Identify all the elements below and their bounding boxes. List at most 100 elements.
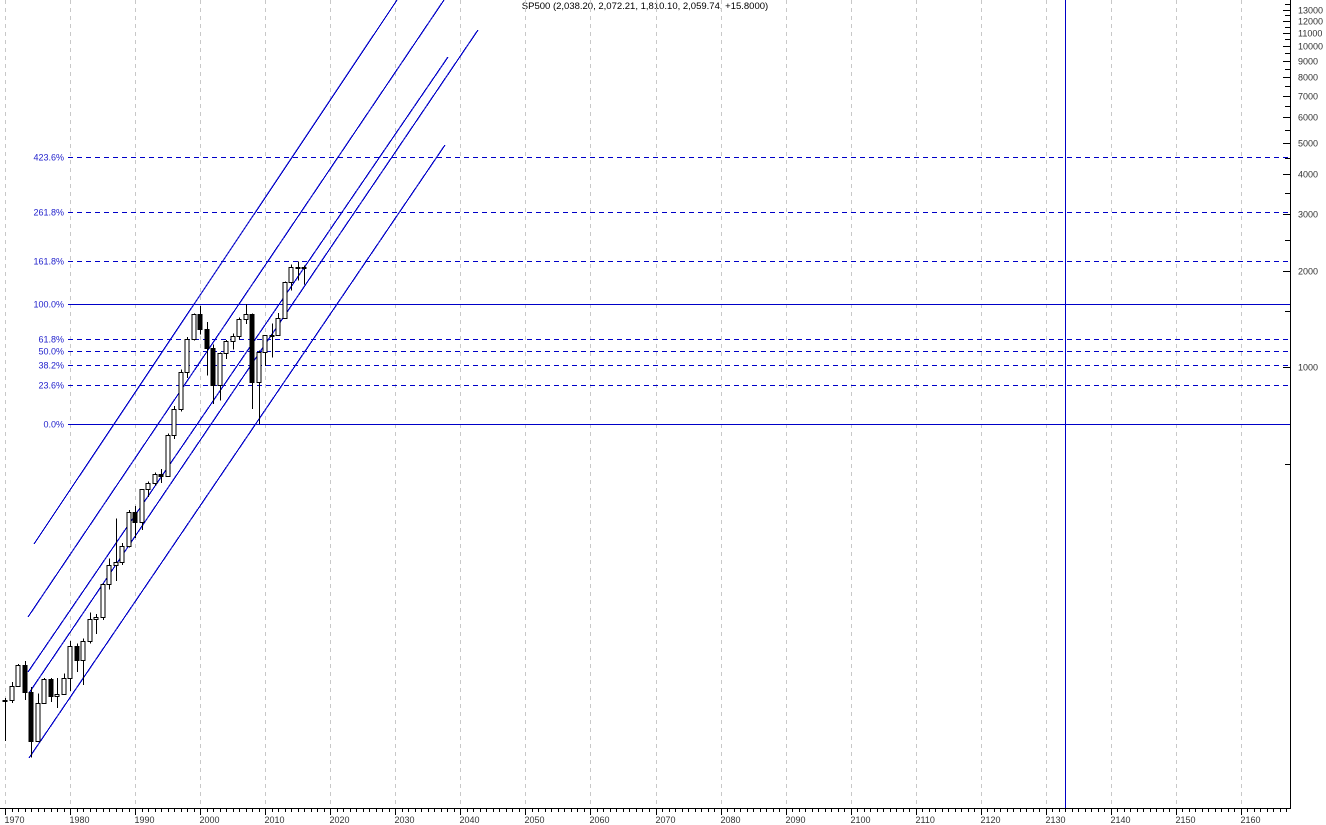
candle-body-2007 xyxy=(243,314,249,320)
candle-body-1979 xyxy=(61,678,67,695)
x-axis-label-1970: 1970 xyxy=(5,815,25,825)
candle-body-1989 xyxy=(126,512,132,547)
candle-body-2015 xyxy=(295,267,301,269)
candle-body-1993 xyxy=(152,474,158,484)
candle-body-1996 xyxy=(171,409,177,436)
y-axis-label-10000: 10000 xyxy=(1298,42,1323,52)
y-axis: 1000 2000 3000 4000 5000 6000 7000 8000 9000 1000… xyxy=(1283,0,1323,809)
candle-body-1994 xyxy=(158,474,164,477)
candle-body-1986 xyxy=(106,565,112,585)
candle-body-2005 xyxy=(230,336,236,342)
candle-body-2004 xyxy=(223,341,229,354)
x-axis-label-2150: 2150 xyxy=(1176,815,1196,825)
candle-body-1997 xyxy=(178,372,184,410)
x-axis-label-2140: 2140 xyxy=(1111,815,1131,825)
y-axis-label-12000: 12000 xyxy=(1298,17,1323,27)
candle-body-1984 xyxy=(93,617,99,620)
candle-body-2014 xyxy=(288,267,294,283)
candle-body-1988 xyxy=(119,546,125,563)
fib-label-38.2%: 38.2% xyxy=(38,361,64,371)
candle-body-2006 xyxy=(236,319,242,337)
candlesticks xyxy=(2,261,307,758)
x-axis-label-2090: 2090 xyxy=(786,815,806,825)
y-axis-label-9000: 9000 xyxy=(1298,57,1318,67)
candle-body-2003 xyxy=(217,353,223,386)
decade-gridlines xyxy=(5,0,1242,808)
candle-body-1974 xyxy=(28,692,34,742)
candle-body-1980 xyxy=(67,646,73,679)
candle-body-2012 xyxy=(275,318,281,336)
x-axis-label-2160: 2160 xyxy=(1241,815,1261,825)
channel-line-3 xyxy=(27,56,449,673)
candle-body-1998 xyxy=(184,339,190,373)
x-axis-label-2130: 2130 xyxy=(1046,815,1066,825)
x-axis-label-2060: 2060 xyxy=(590,815,610,825)
y-axis-label-2000: 2000 xyxy=(1298,267,1318,277)
candle-body-1995 xyxy=(165,435,171,477)
x-axis-label-2020: 2020 xyxy=(330,815,350,825)
candle-body-1990 xyxy=(132,512,138,523)
candle-body-1976 xyxy=(41,679,47,704)
candle-body-1992 xyxy=(145,483,151,490)
y-axis-label-11000: 11000 xyxy=(1298,29,1322,39)
candle-body-2009 xyxy=(256,352,262,383)
x-axis-label-2010: 2010 xyxy=(265,815,285,825)
candle-body-1991 xyxy=(139,489,145,523)
x-axis-label-2110: 2110 xyxy=(916,815,935,825)
fib-label-23.6%: 23.6% xyxy=(38,381,64,391)
x-axis-label-1980: 1980 xyxy=(70,815,90,825)
fib-label-423.6%: 423.6% xyxy=(33,153,64,163)
candle-body-1975 xyxy=(35,703,41,742)
candle-body-1972 xyxy=(15,665,21,687)
channel-line-1 xyxy=(33,0,398,545)
fib-label-261.8%: 261.8% xyxy=(33,208,64,218)
y-axis-label-4000: 4000 xyxy=(1298,170,1318,180)
channel-line-2 xyxy=(27,0,445,618)
candle-body-1973 xyxy=(22,665,28,693)
fib-label-61.8%: 61.8% xyxy=(38,335,64,345)
candle-body-1983 xyxy=(87,619,93,642)
y-axis-label-1000: 1000 xyxy=(1298,363,1318,373)
chart-title: SP500 (2,038.20, 2,072.21, 1,810.10, 2,0… xyxy=(521,1,769,12)
candle-body-1977 xyxy=(48,679,54,697)
candle-body-1987 xyxy=(113,562,119,566)
candle-body-1978 xyxy=(54,694,60,697)
y-axis-label-6000: 6000 xyxy=(1298,113,1318,123)
candle-body-1985 xyxy=(100,584,106,618)
y-axis-label-5000: 5000 xyxy=(1298,139,1318,149)
candle-body-1971 xyxy=(9,686,15,701)
fib-label-100.0%: 100.0% xyxy=(33,300,64,310)
y-axis-label-13000: 13000 xyxy=(1298,6,1323,16)
x-axis-label-2000: 2000 xyxy=(200,815,220,825)
candle-body-2008 xyxy=(249,314,255,383)
fib-label-0.0%: 0.0% xyxy=(43,420,64,430)
y-axis-label-7000: 7000 xyxy=(1298,92,1318,102)
channel-line-5 xyxy=(28,144,446,759)
x-axis-label-2070: 2070 xyxy=(656,815,676,825)
candle-body-2013 xyxy=(282,282,288,319)
x-axis-label-2080: 2080 xyxy=(721,815,741,825)
fib-label-50.0%: 50.0% xyxy=(38,347,64,357)
x-axis: 1970 1980 1990 2000 2010 2020 2030 2040 2050 2060… xyxy=(0,808,1290,825)
candle-body-1970 xyxy=(2,700,8,702)
candle-body-2001 xyxy=(204,329,210,349)
candle-body-2016 xyxy=(301,267,307,269)
candle-body-1999 xyxy=(191,314,197,340)
y-axis-label-8000: 8000 xyxy=(1298,73,1318,83)
candle-body-2000 xyxy=(197,314,203,330)
fibonacci-lines xyxy=(68,156,1290,426)
fib-label-161.8%: 161.8% xyxy=(33,257,64,267)
x-axis-label-2040: 2040 xyxy=(460,815,480,825)
candle-body-1981 xyxy=(74,646,80,661)
x-axis-label-2030: 2030 xyxy=(395,815,415,825)
x-axis-label-2120: 2120 xyxy=(981,815,1001,825)
y-axis-label-3000: 3000 xyxy=(1298,210,1318,220)
candle-body-2002 xyxy=(210,348,216,386)
candle-body-2010 xyxy=(262,335,268,353)
x-axis-label-2050: 2050 xyxy=(525,815,545,825)
x-axis-label-2100: 2100 xyxy=(851,815,871,825)
candle-body-1982 xyxy=(80,641,86,661)
fibonacci-labels: 423.6% 261.8% 161.8% 100.0% 61.8% 50.0% 38.2% 2… xyxy=(33,153,64,430)
